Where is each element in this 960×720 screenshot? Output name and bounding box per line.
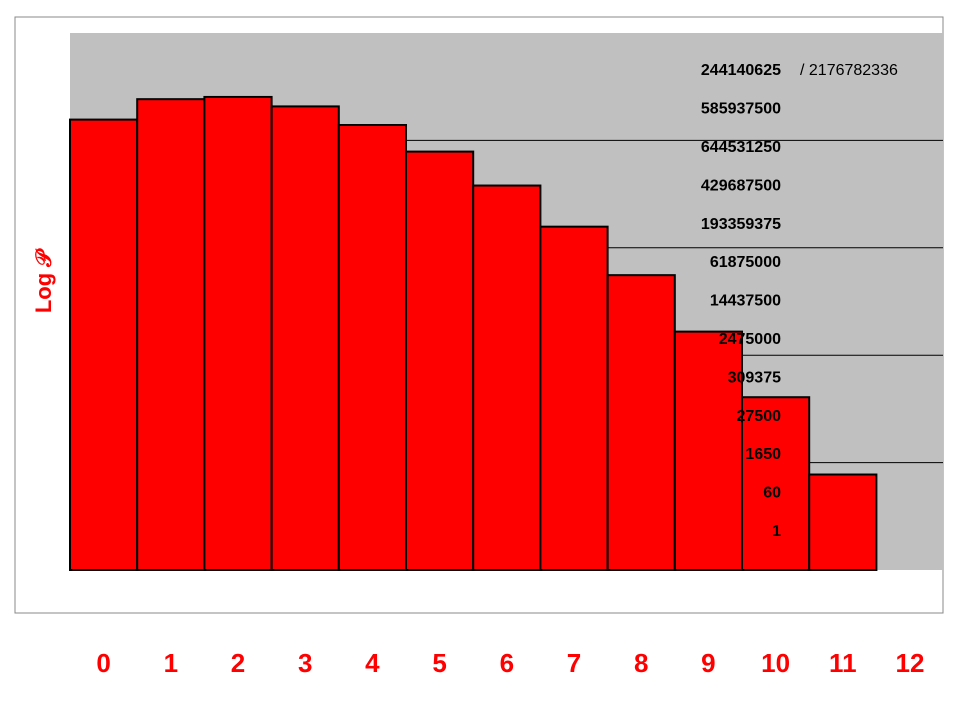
bar — [472, 184, 542, 571]
value-label: 244140625 — [701, 62, 781, 79]
bar — [136, 98, 206, 571]
annotation: / 2176782336 — [800, 62, 898, 79]
bar — [405, 150, 475, 571]
x-tick-label: 4 — [365, 648, 380, 678]
value-label: 429687500 — [701, 177, 781, 194]
value-label: 27500 — [737, 408, 782, 425]
bar — [203, 95, 273, 571]
x-tick-label: 7 — [567, 648, 581, 678]
bar — [673, 330, 743, 572]
value-label: 14437500 — [710, 293, 781, 310]
x-tick-label: 2 — [231, 648, 245, 678]
bar — [337, 124, 407, 571]
value-label: 2475000 — [719, 331, 781, 348]
value-label: 60 — [763, 485, 781, 502]
value-label: 585937500 — [701, 101, 781, 118]
x-tick-label: 5 — [432, 648, 446, 678]
x-tick-label: 8 — [634, 648, 648, 678]
value-label: 61875000 — [710, 254, 781, 271]
value-label: 1 — [772, 523, 781, 540]
x-tick-label: 11 — [829, 648, 857, 678]
bar — [808, 473, 878, 571]
x-tick-label: 12 — [896, 648, 925, 678]
x-tick-label: 9 — [701, 648, 715, 678]
labels: 0 244140625 1 585937500 2 644531250 3 429687500… — [96, 62, 924, 678]
x-tick-label: 10 — [761, 648, 790, 678]
x-tick-label: 1 — [164, 648, 178, 678]
bar — [539, 225, 609, 571]
bars — [69, 95, 878, 572]
bar — [606, 274, 676, 571]
value-label: 193359375 — [701, 216, 781, 233]
x-tick-label: 6 — [500, 648, 514, 678]
value-label: 309375 — [728, 369, 781, 386]
x-tick-label: 0 — [96, 648, 110, 678]
y-axis-label: Log 𝒫 — [31, 248, 56, 313]
x-tick-label: 3 — [298, 648, 312, 678]
value-label: 1650 — [745, 446, 781, 463]
value-label: 644531250 — [701, 139, 781, 156]
bar — [69, 118, 139, 571]
bar — [270, 105, 340, 572]
